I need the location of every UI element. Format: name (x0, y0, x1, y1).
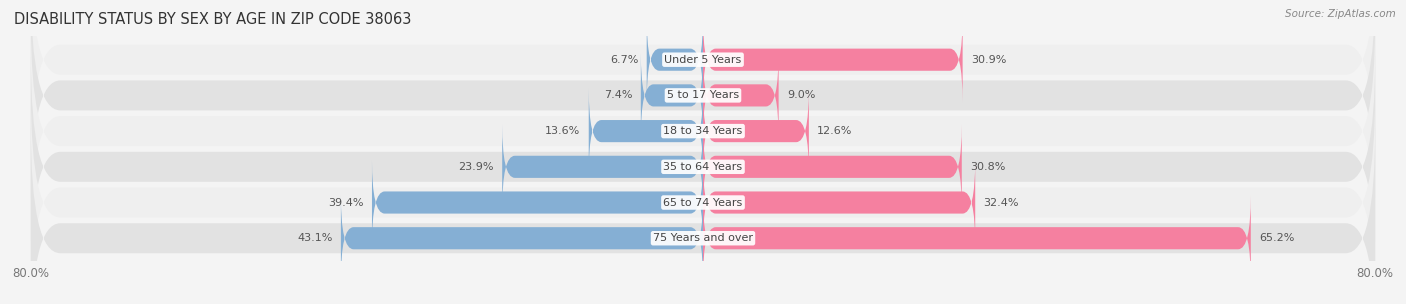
Text: 6.7%: 6.7% (610, 55, 638, 65)
FancyBboxPatch shape (641, 53, 703, 138)
Text: Source: ZipAtlas.com: Source: ZipAtlas.com (1285, 9, 1396, 19)
Text: 30.8%: 30.8% (970, 162, 1005, 172)
FancyBboxPatch shape (31, 21, 1375, 241)
Text: Under 5 Years: Under 5 Years (665, 55, 741, 65)
FancyBboxPatch shape (31, 0, 1375, 170)
FancyBboxPatch shape (703, 17, 963, 102)
Text: 43.1%: 43.1% (297, 233, 332, 243)
FancyBboxPatch shape (373, 160, 703, 245)
Text: 18 to 34 Years: 18 to 34 Years (664, 126, 742, 136)
Text: 65 to 74 Years: 65 to 74 Years (664, 198, 742, 208)
FancyBboxPatch shape (589, 88, 703, 174)
FancyBboxPatch shape (340, 196, 703, 281)
Text: 75 Years and over: 75 Years and over (652, 233, 754, 243)
Text: 23.9%: 23.9% (458, 162, 494, 172)
Text: 5 to 17 Years: 5 to 17 Years (666, 90, 740, 100)
Text: 9.0%: 9.0% (787, 90, 815, 100)
Text: DISABILITY STATUS BY SEX BY AGE IN ZIP CODE 38063: DISABILITY STATUS BY SEX BY AGE IN ZIP C… (14, 12, 412, 27)
FancyBboxPatch shape (31, 92, 1375, 304)
FancyBboxPatch shape (703, 53, 779, 138)
FancyBboxPatch shape (31, 57, 1375, 277)
Text: 12.6%: 12.6% (817, 126, 852, 136)
FancyBboxPatch shape (703, 196, 1251, 281)
Text: 13.6%: 13.6% (546, 126, 581, 136)
FancyBboxPatch shape (703, 124, 962, 209)
Text: 39.4%: 39.4% (328, 198, 364, 208)
FancyBboxPatch shape (703, 88, 808, 174)
Text: 30.9%: 30.9% (972, 55, 1007, 65)
Text: 35 to 64 Years: 35 to 64 Years (664, 162, 742, 172)
FancyBboxPatch shape (502, 124, 703, 209)
FancyBboxPatch shape (647, 17, 703, 102)
Text: 32.4%: 32.4% (984, 198, 1019, 208)
FancyBboxPatch shape (31, 0, 1375, 206)
FancyBboxPatch shape (31, 128, 1375, 304)
FancyBboxPatch shape (703, 160, 976, 245)
Text: 65.2%: 65.2% (1260, 233, 1295, 243)
Text: 7.4%: 7.4% (605, 90, 633, 100)
